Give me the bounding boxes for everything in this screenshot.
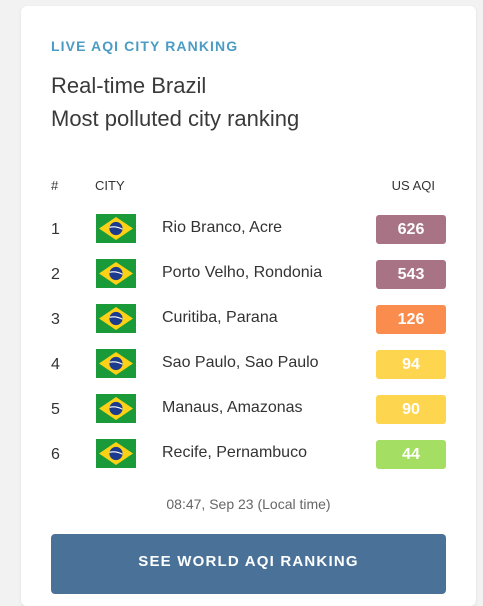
row-rank: 6	[51, 446, 60, 463]
aqi-badge: 626	[376, 215, 446, 244]
column-header-city: CITY	[95, 178, 125, 193]
table-row[interactable]: 5 Manaus, Amazonas 90	[21, 394, 476, 424]
table-header: # CITY US AQI	[21, 176, 476, 196]
city-name-link[interactable]: Rio Branco, Acre	[162, 219, 283, 236]
aqi-badge: 94	[376, 350, 446, 379]
row-rank: 5	[51, 401, 60, 418]
brazil-flag-icon	[96, 214, 136, 243]
city-name-link[interactable]: Porto Velho, Rondonia	[162, 264, 323, 281]
brazil-flag-icon	[96, 304, 136, 333]
brazil-flag-icon	[96, 349, 136, 378]
aqi-badge: 543	[376, 260, 446, 289]
table-row[interactable]: 2 Porto Velho, Rondonia 543	[21, 259, 476, 289]
title-line-2: Most polluted city ranking	[51, 106, 300, 131]
row-rank: 4	[51, 356, 60, 373]
city-name-link[interactable]: Curitiba, Parana	[162, 309, 278, 326]
table-row[interactable]: 1 Rio Branco, Acre 626	[21, 214, 476, 244]
section-eyebrow: LIVE AQI CITY RANKING	[51, 38, 239, 54]
column-header-rank: #	[51, 178, 59, 193]
column-header-aqi: US AQI	[391, 178, 435, 193]
local-time-stamp: 08:47, Sep 23 (Local time)	[166, 496, 331, 512]
table-row[interactable]: 3 Curitiba, Parana 126	[21, 304, 476, 334]
table-row[interactable]: 6 Recife, Pernambuco 44	[21, 439, 476, 469]
page-title: Real-time Brazil Most polluted city rank…	[51, 69, 299, 135]
row-rank: 2	[51, 266, 60, 283]
see-world-aqi-ranking-button[interactable]: SEE WORLD AQI RANKING	[51, 534, 446, 594]
city-name-link[interactable]: Sao Paulo, Sao Paulo	[162, 354, 319, 371]
table-row[interactable]: 4 Sao Paulo, Sao Paulo 94	[21, 349, 476, 379]
brazil-flag-icon	[96, 259, 136, 288]
aqi-badge: 44	[376, 440, 446, 469]
row-rank: 3	[51, 311, 60, 328]
row-rank: 1	[51, 221, 60, 238]
city-name-link[interactable]: Recife, Pernambuco	[162, 444, 307, 461]
title-line-1: Real-time Brazil	[51, 73, 207, 98]
brazil-flag-icon	[96, 439, 136, 468]
brazil-flag-icon	[96, 394, 136, 423]
aqi-badge: 90	[376, 395, 446, 424]
city-name-link[interactable]: Manaus, Amazonas	[162, 399, 303, 416]
aqi-ranking-card: LIVE AQI CITY RANKING Real-time Brazil M…	[21, 6, 476, 606]
aqi-badge: 126	[376, 305, 446, 334]
